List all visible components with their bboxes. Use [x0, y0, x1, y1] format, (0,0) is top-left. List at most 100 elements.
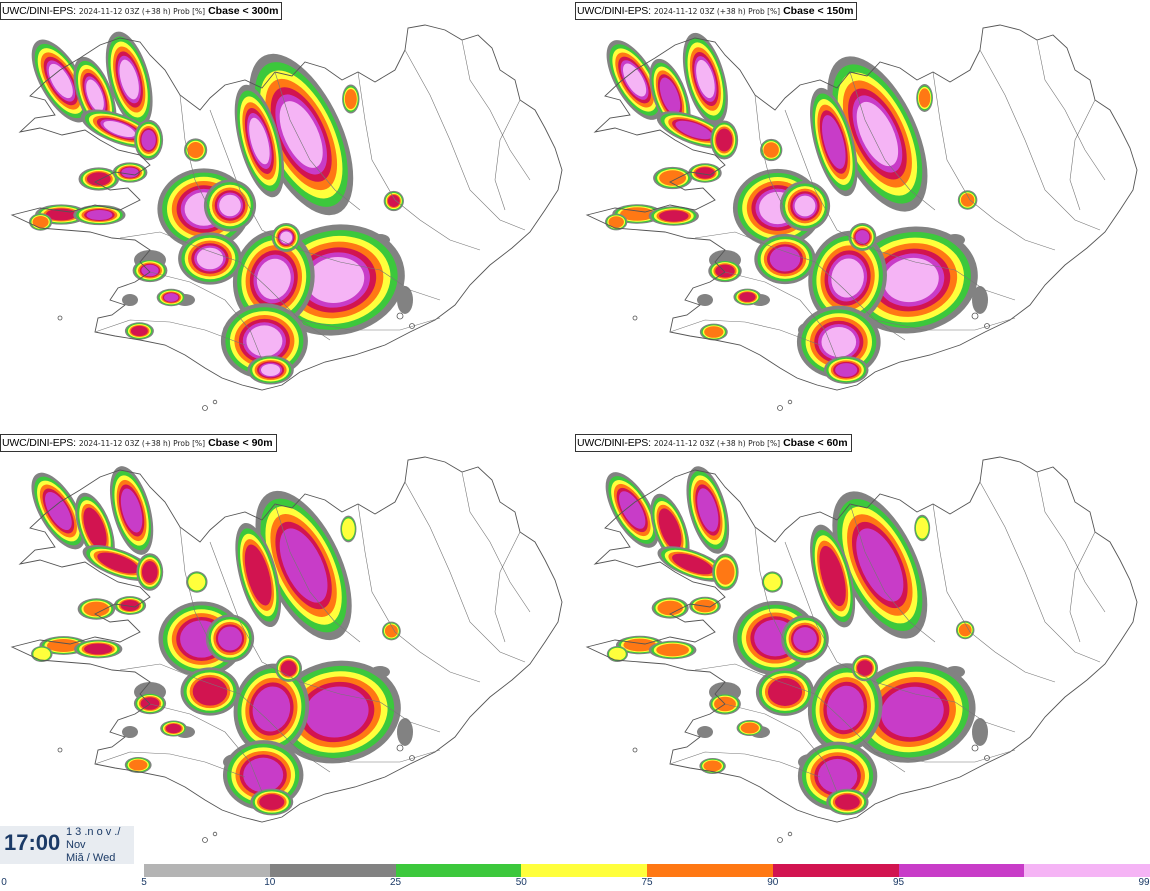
boundary-line: [404, 49, 526, 231]
boundary-line: [209, 541, 441, 733]
island: [57, 315, 63, 321]
probability-contour: [384, 624, 398, 638]
probability-field: [605, 32, 988, 384]
probability-contour: [103, 120, 136, 138]
boundary-line: [94, 751, 246, 778]
boundary-line: [874, 317, 1016, 331]
map-panel-150m: UWC/DINI-EPS: 2024-11-12 03Z (+38 h) Prob…: [575, 0, 1150, 432]
probability-contour: [656, 643, 690, 657]
date-line-2: Nov: [66, 839, 86, 851]
colorbar-tick-label: 50: [515, 877, 527, 888]
colorbar-tick-label: 75: [641, 877, 653, 888]
probability-contour: [856, 101, 899, 167]
probability-contour: [246, 325, 283, 357]
probability-contour: [128, 759, 148, 771]
boundary-line: [461, 471, 531, 613]
island: [409, 755, 415, 761]
probability-contour: [244, 544, 272, 606]
variable-label: Cbase < 300m: [208, 5, 279, 17]
probability-contour: [659, 170, 687, 186]
boundary-line: [784, 109, 1016, 301]
variable-label: Cbase < 150m: [783, 5, 854, 17]
island: [396, 744, 404, 752]
probability-contour-low: [697, 294, 713, 306]
island: [202, 837, 208, 843]
boundary-line: [494, 99, 521, 211]
boundary-line: [209, 109, 441, 301]
probability-contour: [835, 363, 858, 377]
probability-contour: [659, 77, 681, 115]
boundaries: [94, 39, 531, 361]
colorbar-segment: [144, 864, 270, 877]
boundary-line: [357, 71, 481, 251]
panel-title: UWC/DINI-EPS: 2024-11-12 03Z (+38 h) Prob…: [575, 2, 858, 20]
boundary-line: [179, 526, 211, 643]
probability-colorbar: [144, 864, 1150, 877]
probability-contour: [764, 573, 781, 591]
run-info: 2024-11-12 03Z (+38 h) Prob [%]: [653, 7, 781, 16]
probability-contour: [280, 231, 293, 244]
boundaries: [669, 471, 1106, 793]
iceland-map: [10, 456, 563, 843]
model-name: UWC/DINI-EPS:: [577, 5, 651, 17]
probability-contour-low: [122, 294, 138, 306]
boundary-line: [149, 703, 263, 793]
probability-contour: [675, 120, 713, 140]
island: [984, 323, 990, 329]
map-panel-90m: UWC/DINI-EPS: 2024-11-12 03Z (+38 h) Prob…: [0, 432, 575, 864]
model-name: UWC/DINI-EPS:: [2, 437, 76, 449]
probability-contour: [739, 292, 756, 302]
probability-contour: [306, 256, 365, 304]
probability-contour: [33, 647, 51, 661]
probability-contour: [619, 491, 646, 529]
colorbar-segment: [521, 864, 647, 877]
boundary-line: [932, 71, 1056, 251]
probability-contour: [672, 553, 714, 575]
boundary-line: [357, 503, 481, 683]
island: [202, 405, 208, 411]
model-name: UWC/DINI-EPS:: [2, 5, 76, 17]
boundary-line: [849, 71, 936, 211]
probability-contour: [279, 528, 328, 603]
island: [212, 399, 218, 405]
probability-contour: [84, 643, 113, 655]
probability-contour: [658, 508, 682, 550]
probability-contour: [279, 101, 323, 168]
boundary-line: [932, 503, 1056, 683]
variable-label: Cbase < 60m: [783, 437, 848, 449]
coastline: [585, 24, 1138, 391]
colorbar-segment: [772, 864, 899, 877]
model-name: UWC/DINI-EPS:: [577, 437, 651, 449]
probability-contour: [120, 599, 140, 612]
probability-contour: [141, 560, 158, 584]
probability-contour: [958, 623, 972, 637]
boundary-line: [784, 541, 1016, 733]
island: [777, 405, 783, 411]
probability-contour: [769, 246, 801, 272]
boundary-line: [979, 49, 1101, 231]
boundary-line: [299, 317, 441, 331]
probability-contour: [130, 325, 148, 337]
probability-contour: [856, 528, 904, 602]
boundary-line: [179, 94, 211, 211]
boundary-line: [979, 481, 1101, 663]
colorbar-segment: [269, 864, 396, 877]
probability-contour-low: [122, 726, 138, 738]
probability-contour: [623, 63, 647, 97]
coastline: [10, 456, 563, 823]
probability-contour: [141, 129, 156, 151]
boundary-line: [1036, 39, 1106, 181]
date-line-1: 1 3 .n o v ./: [66, 826, 121, 838]
map-panel-300m: UWC/DINI-EPS: 2024-11-12 03Z (+38 h) Prob…: [0, 0, 575, 432]
probability-contour: [83, 601, 110, 617]
probability-contour: [280, 660, 297, 677]
probability-contour: [608, 216, 624, 228]
boundary-line: [1069, 531, 1096, 643]
boundary-line: [94, 319, 246, 346]
island: [409, 323, 415, 329]
valid-date: 1 3 .n o v ./ Nov Miă / Wed: [66, 826, 120, 865]
probability-contour: [960, 193, 975, 207]
probability-contour: [256, 258, 291, 300]
island: [971, 744, 979, 752]
probability-contour: [48, 63, 73, 99]
